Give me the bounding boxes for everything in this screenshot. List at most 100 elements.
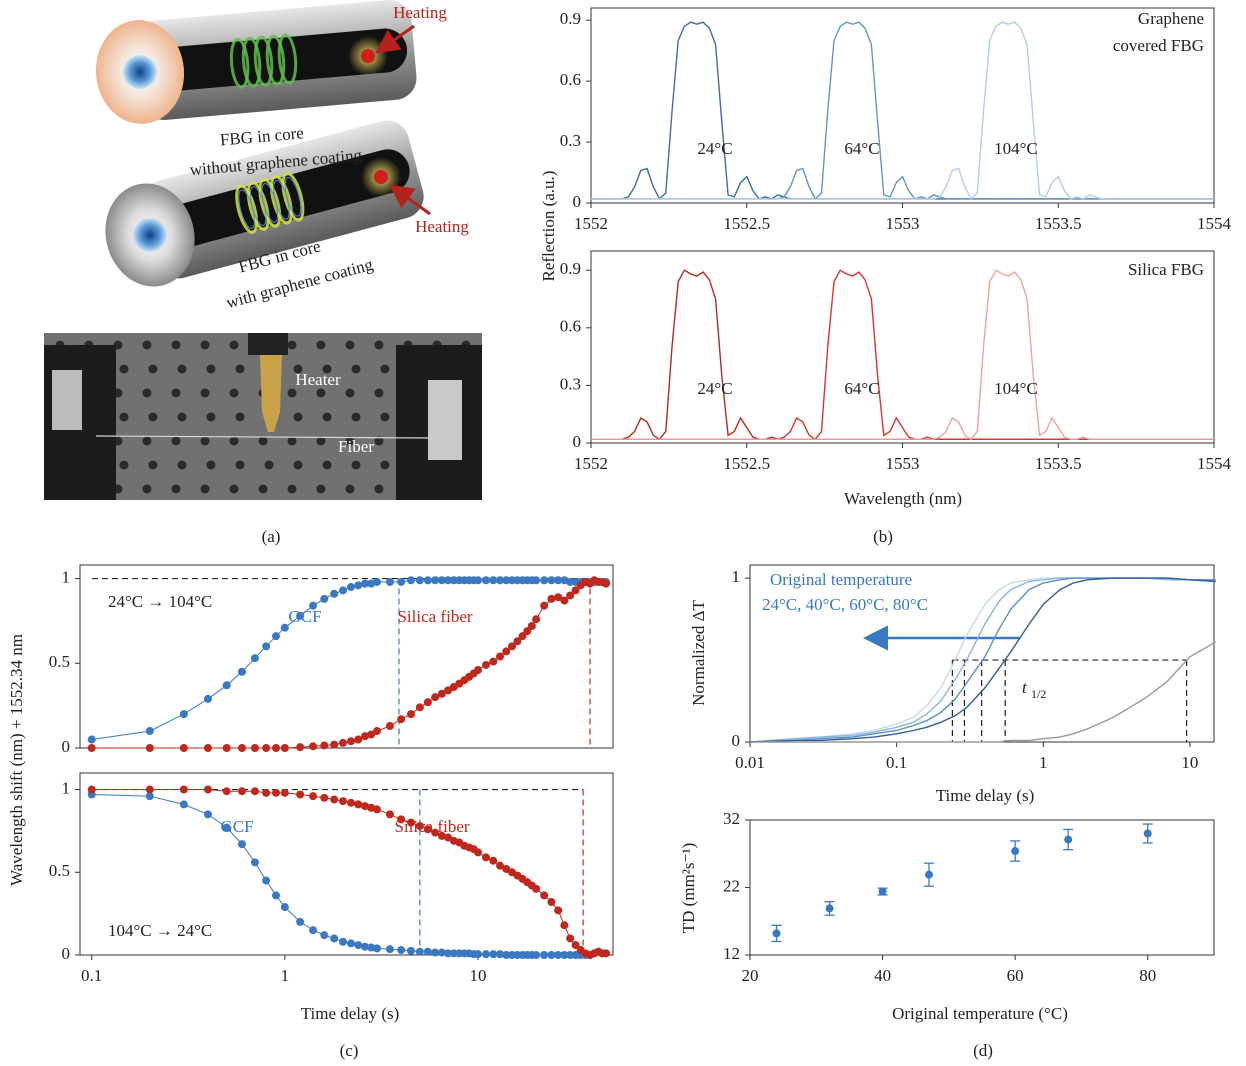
plot-frame	[79, 772, 614, 956]
data-point	[772, 929, 781, 938]
data-point	[495, 861, 504, 870]
data-point	[145, 727, 154, 736]
heat-spot	[374, 170, 388, 184]
panel-caption: (d)	[973, 1041, 993, 1060]
data-point	[527, 622, 536, 630]
data-point	[489, 576, 498, 585]
table-hole	[119, 460, 129, 470]
data-point	[540, 576, 549, 585]
data-point	[145, 792, 154, 801]
data-point	[360, 579, 369, 588]
data-point	[532, 576, 541, 585]
data-point	[489, 856, 498, 865]
data-point	[296, 611, 305, 620]
data-point	[481, 853, 490, 862]
data-point	[360, 802, 369, 811]
data-point	[179, 710, 188, 719]
table-hole	[142, 484, 152, 494]
table-hole	[200, 388, 210, 398]
y-tick-label: 12	[723, 944, 740, 963]
data-point	[346, 737, 355, 746]
y-axis-label: Wavelength shift (nm) + 1552.34 nm	[7, 634, 26, 886]
x-tick-label: 1552.5	[723, 214, 770, 233]
table-hole	[206, 460, 216, 470]
table-hole	[258, 484, 268, 494]
data-point	[309, 742, 318, 751]
y-tick-label: 0.6	[560, 70, 581, 89]
data-point	[320, 741, 329, 750]
data-point	[280, 744, 289, 752]
table-hole	[235, 460, 245, 470]
data-point	[296, 790, 305, 799]
data-point	[444, 686, 453, 695]
table-hole	[287, 388, 297, 398]
x-tick-label: 20	[742, 966, 759, 985]
data-point	[495, 950, 504, 959]
heater	[260, 355, 282, 432]
x-tick-label: 1552.5	[723, 454, 770, 473]
table-hole	[316, 388, 326, 398]
data-point	[262, 642, 271, 651]
plot-frame	[79, 564, 614, 749]
fiber-strand	[95, 435, 431, 439]
data-point	[444, 833, 453, 842]
table-hole	[322, 364, 332, 374]
fiber-photo-label: Fiber	[338, 437, 374, 456]
grating-coil	[281, 171, 305, 222]
data-point	[502, 647, 511, 656]
table-hole	[264, 460, 274, 470]
grating-coil	[229, 37, 250, 89]
table-hole	[171, 388, 181, 398]
data-point	[502, 864, 511, 873]
data-point	[481, 576, 490, 585]
data-point	[320, 594, 329, 603]
data-point	[481, 660, 490, 669]
data-point	[296, 743, 305, 752]
table-hole	[119, 364, 129, 374]
y-tick-label: 1	[62, 567, 71, 586]
x-tick-label: 1554	[1197, 454, 1232, 473]
grating-coil	[241, 36, 262, 88]
data-point	[437, 689, 446, 698]
data-point	[407, 710, 416, 719]
table-hole	[229, 484, 239, 494]
heating-arrow	[389, 184, 431, 216]
data-point	[560, 596, 569, 605]
annotation: Graphene	[1138, 9, 1204, 28]
data-point	[495, 652, 504, 661]
data-point	[372, 577, 381, 586]
data-point	[237, 744, 246, 752]
y-tick-label: 0	[732, 731, 741, 750]
x-tick-label: 1552	[574, 454, 608, 473]
data-point	[87, 735, 96, 744]
y-tick-label: 0	[573, 192, 582, 211]
annotation: 24°C → 104°C	[108, 592, 212, 611]
data-point	[262, 744, 271, 752]
data-point	[87, 785, 96, 794]
data-point	[271, 632, 280, 641]
fiber-tube	[95, 0, 417, 124]
data-point	[203, 810, 212, 819]
data-point	[437, 948, 446, 957]
annotation: 1/2	[1031, 687, 1046, 701]
annotation: t	[1022, 678, 1028, 697]
y-tick-label: 0.3	[560, 131, 581, 150]
heating-label: Heating	[393, 3, 447, 22]
data-point	[566, 591, 575, 600]
data-point	[372, 944, 381, 953]
data-point	[554, 951, 563, 959]
data-point	[1143, 829, 1152, 838]
data-point	[360, 732, 369, 741]
grating-coil-inner	[284, 176, 302, 217]
data-point	[385, 721, 394, 730]
data-point	[320, 793, 329, 802]
table-hole	[351, 364, 361, 374]
y-tick-label: 0.9	[560, 259, 581, 278]
panel-caption: (b)	[873, 527, 893, 546]
data-point	[431, 576, 440, 585]
series-label: 24°C	[697, 139, 732, 158]
data-point	[924, 870, 933, 879]
table-hole	[235, 364, 245, 374]
table-hole	[229, 388, 239, 398]
y-axis-label: TD (mm²s⁻¹)	[679, 843, 698, 933]
